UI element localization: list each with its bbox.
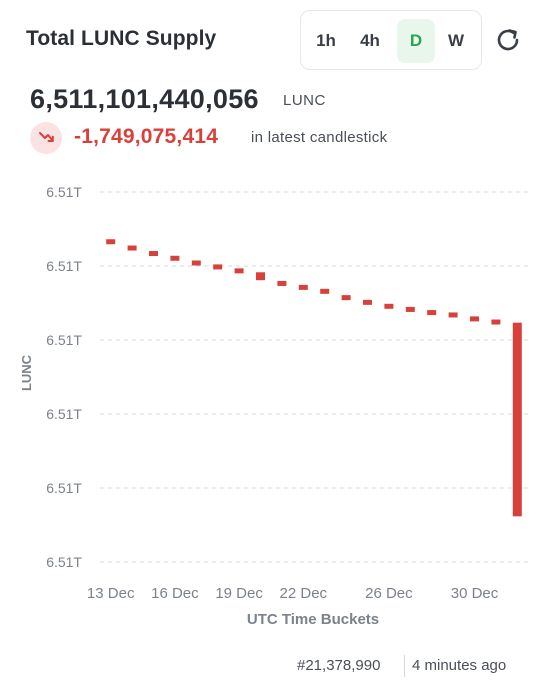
trend-down-icon	[30, 122, 62, 154]
candle	[363, 299, 372, 305]
total-supply-value: 6,511,101,440,056	[30, 84, 259, 114]
y-tick-label: 6.51T	[46, 184, 82, 200]
candle	[106, 239, 116, 245]
candle	[427, 310, 437, 316]
refresh-icon[interactable]	[492, 24, 524, 56]
candle	[149, 251, 158, 257]
candle	[256, 272, 265, 281]
candle	[127, 245, 137, 251]
candle	[298, 284, 308, 290]
candle	[277, 280, 287, 286]
x-tick-label: 26 Dec	[365, 585, 413, 602]
x-tick-label: 19 Dec	[215, 585, 263, 602]
interval-d-button[interactable]: D	[397, 19, 435, 63]
y-axis-title: LUNC	[19, 354, 34, 391]
x-tick-label: 30 Dec	[451, 585, 499, 602]
footer-divider	[404, 655, 405, 677]
candle	[170, 255, 180, 261]
interval-w-button[interactable]: W	[447, 31, 465, 50]
supply-change-note: in latest candlestick	[251, 129, 388, 146]
candle	[470, 316, 479, 322]
y-tick-label: 6.51T	[46, 554, 82, 570]
x-tick-label: 22 Dec	[280, 585, 328, 602]
candle	[320, 288, 330, 294]
candle	[191, 260, 201, 266]
card-title: Total LUNC Supply	[26, 27, 217, 50]
interval-4h-button[interactable]: 4h	[360, 31, 380, 50]
supply-change-value: -1,749,075,414	[74, 125, 219, 148]
x-tick-label: 16 Dec	[151, 585, 199, 602]
x-axis-title: UTC Time Buckets	[247, 611, 379, 628]
supply-unit: LUNC	[283, 92, 326, 109]
y-tick-label: 6.51T	[46, 258, 82, 274]
candle	[234, 268, 244, 274]
supply-candlestick-chart: 6.51T 6.51T 6.51T 6.51T 6.51T 6.51T 13 Dec 16 D…	[19, 184, 528, 628]
candle	[491, 319, 501, 325]
interval-selector: 1h 4h D W	[300, 10, 482, 70]
y-tick-label: 6.51T	[46, 332, 82, 348]
candle	[384, 303, 394, 309]
candle	[512, 322, 522, 517]
block-height: #21,378,990	[297, 657, 381, 674]
candle	[405, 306, 415, 312]
x-tick-label: 13 Dec	[87, 585, 135, 602]
y-tick-label: 6.51T	[46, 406, 82, 422]
last-updated: 4 minutes ago	[412, 657, 507, 674]
candle	[448, 312, 458, 318]
candle	[341, 295, 351, 301]
interval-1h-button[interactable]: 1h	[316, 31, 336, 50]
y-tick-label: 6.51T	[46, 480, 82, 496]
candle	[213, 264, 223, 270]
